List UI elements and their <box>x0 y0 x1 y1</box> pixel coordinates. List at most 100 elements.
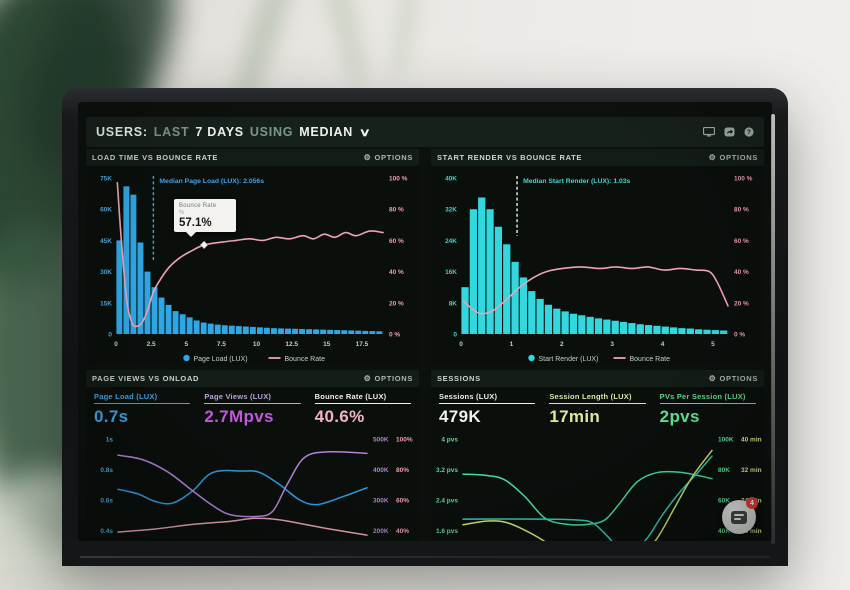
bezel-reflection <box>771 114 775 544</box>
svg-text:80 %: 80 % <box>734 207 749 214</box>
svg-text:40 min: 40 min <box>741 437 762 444</box>
svg-text:45K: 45K <box>100 238 112 245</box>
svg-text:10: 10 <box>253 341 261 348</box>
metric-page-load: Page Load (LUX) 0.7s <box>94 392 191 429</box>
monitor-icon[interactable] <box>703 127 715 137</box>
topbar-title-median: MEDIAN <box>299 125 354 139</box>
gear-icon: ⚙ <box>363 152 372 162</box>
share-icon[interactable] <box>724 127 735 137</box>
tooltip-value: 57.1% <box>179 217 212 229</box>
options-button[interactable]: ⚙ OPTIONS <box>363 152 413 162</box>
svg-text:5: 5 <box>711 341 715 348</box>
page-views-chart[interactable]: 1s 0.8s 0.6s 0.4s 500K 100% 400K 80% 300K 60% 200K… <box>86 429 419 541</box>
svg-text:80 %: 80 % <box>389 207 404 214</box>
svg-text:1s: 1s <box>106 437 114 444</box>
sessions-chart[interactable]: 4 pvs 3.2 pvs 2.4 pvs 1.6 pvs 100K 40 min 80K 3… <box>431 429 764 541</box>
dashboard-screen: USERS: LAST 7 DAYS USING MEDIAN ∨ ? <box>78 102 772 541</box>
svg-text:8K: 8K <box>449 300 458 307</box>
svg-text:0 %: 0 % <box>389 332 400 339</box>
metric-page-views: Page Views (LUX) 2.7Mpvs <box>204 392 301 429</box>
topbar-title-using: USING <box>249 125 294 139</box>
panel-page-views: PAGE VIEWS VS ONLOAD ⚙ OPTIONS Page Load… <box>86 370 419 541</box>
start-render-chart[interactable]: 40K 32K 24K 16K 8K 0 100 % 80 % 60 % 40 % 20 % 0 % 0… <box>431 166 764 366</box>
options-button[interactable]: ⚙ OPTIONS <box>363 373 413 383</box>
svg-text:17.5: 17.5 <box>356 341 369 348</box>
svg-text:500K: 500K <box>373 437 389 444</box>
svg-text:24K: 24K <box>445 238 457 245</box>
svg-text:15K: 15K <box>100 300 112 307</box>
svg-text:3.2 pvs: 3.2 pvs <box>436 467 458 474</box>
svg-text:80K: 80K <box>718 467 730 474</box>
svg-text:15: 15 <box>323 341 331 348</box>
panel-title: SESSIONS <box>437 374 481 383</box>
topbar-icons: ? <box>703 127 754 137</box>
plant-stem-blur <box>312 0 374 91</box>
svg-text:?: ? <box>747 129 751 136</box>
svg-text:40 %: 40 % <box>389 269 404 276</box>
topbar-title-7days: 7 DAYS <box>195 125 244 139</box>
panel-start-render: START RENDER VS BOUNCE RATE ⚙ OPTIONS 40… <box>431 149 764 366</box>
panel-sessions-header: SESSIONS ⚙ OPTIONS <box>431 370 764 387</box>
metric-value: 2pvs <box>659 407 700 426</box>
bounce-rate-tooltip: Bounce Rate % 57.1% <box>174 199 236 237</box>
panel-load-time-header: LOAD TIME VS BOUNCE RATE ⚙ OPTIONS <box>86 149 419 166</box>
laptop: USERS: LAST 7 DAYS USING MEDIAN ∨ ? <box>62 88 788 566</box>
date-range-selector[interactable]: USERS: LAST 7 DAYS USING MEDIAN ∨ <box>96 125 373 139</box>
topbar-title-users: USERS: <box>96 125 148 139</box>
svg-text:Bounce Rate: Bounce Rate <box>630 356 671 363</box>
svg-text:3: 3 <box>610 341 614 348</box>
options-button[interactable]: ⚙ OPTIONS <box>708 373 758 383</box>
svg-text:100 %: 100 % <box>389 176 408 183</box>
gear-icon: ⚙ <box>708 373 717 383</box>
svg-text:4 pvs: 4 pvs <box>441 437 458 444</box>
options-button[interactable]: ⚙ OPTIONS <box>708 152 758 162</box>
svg-text:60K: 60K <box>100 207 112 214</box>
svg-text:0: 0 <box>108 332 112 339</box>
svg-text:1: 1 <box>510 341 514 348</box>
panel-sessions: SESSIONS ⚙ OPTIONS Sessions (LUX) 479K S… <box>431 370 764 541</box>
svg-text:30K: 30K <box>100 269 112 276</box>
svg-text:60K: 60K <box>718 498 730 505</box>
help-icon[interactable]: ? <box>744 127 754 137</box>
svg-text:0.6s: 0.6s <box>100 498 113 505</box>
metric-value: 40.6% <box>314 407 365 426</box>
load-time-chart[interactable]: 75K 60K 45K 30K 15K 0 100 % 80 % 60 % 40 % 20 % 0 %… <box>86 166 419 366</box>
svg-text:100 %: 100 % <box>734 176 753 183</box>
svg-text:0: 0 <box>459 341 463 348</box>
tooltip-unit: % <box>179 210 185 216</box>
metric-value: 0.7s <box>94 407 129 426</box>
svg-text:32K: 32K <box>445 207 457 214</box>
svg-text:100K: 100K <box>718 437 734 444</box>
panel-start-render-header: START RENDER VS BOUNCE RATE ⚙ OPTIONS <box>431 149 764 166</box>
svg-text:60 %: 60 % <box>734 238 749 245</box>
svg-text:20 %: 20 % <box>734 300 749 307</box>
svg-text:Median Start Render (LUX): 1.0: Median Start Render (LUX): 1.03s <box>523 178 630 185</box>
chat-bubble-icon <box>731 510 747 524</box>
gear-icon: ⚙ <box>708 152 717 162</box>
svg-text:2.5: 2.5 <box>147 341 156 348</box>
svg-text:Bounce Rate: Bounce Rate <box>285 356 326 363</box>
chat-widget-button[interactable]: 4 <box>722 497 758 534</box>
svg-text:75K: 75K <box>100 176 112 183</box>
svg-text:60%: 60% <box>396 498 409 505</box>
svg-text:40K: 40K <box>445 176 457 183</box>
svg-text:2.4 pvs: 2.4 pvs <box>436 498 458 505</box>
svg-text:40 %: 40 % <box>734 269 749 276</box>
metric-pvs-per-session: PVs Per Session (LUX) 2pvs <box>659 392 756 429</box>
svg-text:7.5: 7.5 <box>217 341 226 348</box>
svg-text:32 min: 32 min <box>741 467 762 474</box>
svg-text:20 %: 20 % <box>389 300 404 307</box>
metric-value: 479K <box>439 407 482 426</box>
gear-icon: ⚙ <box>363 373 372 383</box>
svg-text:60 %: 60 % <box>389 238 404 245</box>
svg-text:0.4s: 0.4s <box>100 528 113 535</box>
svg-text:0.8s: 0.8s <box>100 467 113 474</box>
panel-grid: LOAD TIME VS BOUNCE RATE ⚙ OPTIONS 75K 60… <box>86 149 764 541</box>
panel-load-time: LOAD TIME VS BOUNCE RATE ⚙ OPTIONS 75K 60… <box>86 149 419 366</box>
metric-value: 2.7Mpvs <box>204 407 274 426</box>
svg-text:80%: 80% <box>396 467 409 474</box>
svg-text:Start Render (LUX): Start Render (LUX) <box>539 356 599 363</box>
metric-sessions: Sessions (LUX) 479K <box>439 392 536 429</box>
svg-text:16K: 16K <box>445 269 457 276</box>
chevron-down-icon[interactable]: ∨ <box>358 126 373 139</box>
